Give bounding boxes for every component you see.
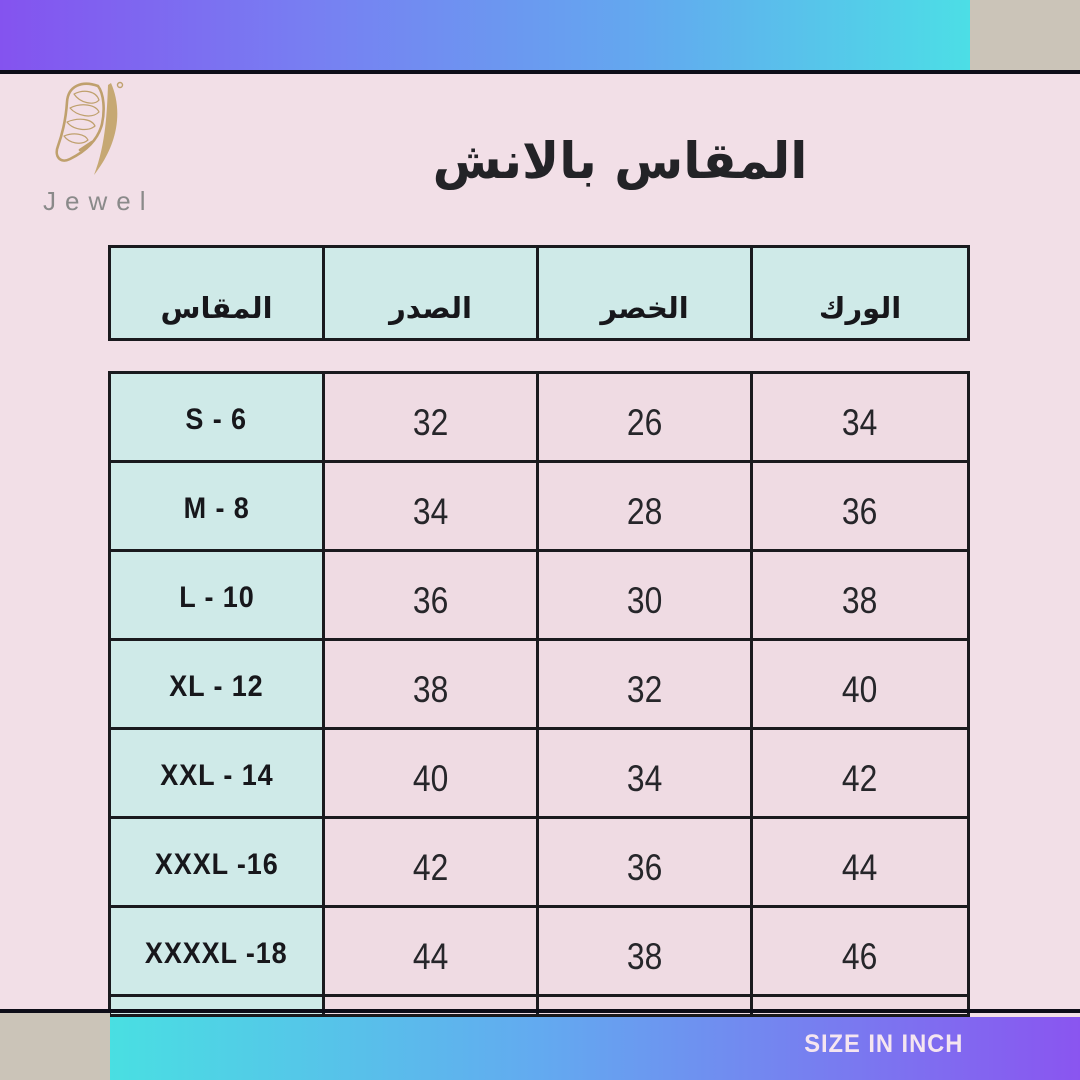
value-label: 34 — [626, 758, 663, 799]
value-cell: 38 — [325, 641, 539, 727]
value-label: 38 — [412, 669, 449, 710]
size-cell — [111, 997, 325, 1014]
value-cell: 36 — [325, 552, 539, 638]
value-label: 26 — [626, 402, 663, 443]
table-row-clipped — [111, 997, 967, 1014]
value-label: 32 — [412, 402, 449, 443]
footer-label: SIZE IN INCH — [804, 1030, 964, 1058]
size-cell: M - 8 — [111, 463, 325, 549]
bottom-divider-line — [0, 1009, 1080, 1013]
size-label: L - 10 — [178, 581, 255, 614]
value-cell: 40 — [753, 641, 967, 727]
size-cell: XXXXL -18 — [111, 908, 325, 994]
value-cell: 32 — [325, 374, 539, 460]
table-row: XXXXL -18 44 38 46 — [111, 908, 967, 997]
size-label: XXXL -16 — [154, 848, 279, 881]
top-divider-line — [0, 70, 1080, 74]
value-cell — [539, 997, 753, 1014]
size-label: XL - 12 — [169, 670, 264, 703]
bottom-gradient-bar: SIZE IN INCH — [110, 1017, 1080, 1080]
page-title: المقاس بالانش — [432, 132, 808, 190]
size-label: XXL - 14 — [159, 759, 274, 792]
size-table-body: S - 6 32 26 34 M - 8 34 28 36 L - 10 36 30 38 XL - 1… — [108, 371, 970, 1017]
table-row: S - 6 32 26 34 — [111, 374, 967, 463]
value-cell: 34 — [753, 374, 967, 460]
top-right-corner-block — [970, 0, 1080, 70]
value-cell: 32 — [539, 641, 753, 727]
value-label: 34 — [842, 402, 878, 443]
value-label: 44 — [842, 847, 878, 888]
value-label: 32 — [626, 669, 663, 710]
value-cell — [325, 997, 539, 1014]
value-label: 42 — [842, 758, 878, 799]
value-cell: 38 — [753, 552, 967, 638]
table-row: XL - 12 38 32 40 — [111, 641, 967, 730]
size-cell: S - 6 — [111, 374, 325, 460]
value-label: 40 — [412, 758, 449, 799]
size-label: XXXXL -18 — [145, 937, 288, 970]
bottom-left-corner-block — [0, 1013, 110, 1080]
column-header-hip: الورك — [818, 291, 902, 325]
value-label: 36 — [412, 580, 449, 621]
value-cell: 40 — [325, 730, 539, 816]
value-cell: 30 — [539, 552, 753, 638]
size-label: M - 8 — [183, 492, 250, 525]
top-gradient-bar — [0, 0, 970, 70]
size-label: S - 6 — [185, 403, 248, 436]
table-row: M - 8 34 28 36 — [111, 463, 967, 552]
value-label: 36 — [842, 491, 878, 532]
value-label: 30 — [626, 580, 663, 621]
table-row: XXL - 14 40 34 42 — [111, 730, 967, 819]
value-cell: 28 — [539, 463, 753, 549]
value-label: 28 — [626, 491, 663, 532]
value-cell: 34 — [539, 730, 753, 816]
value-label: 44 — [412, 936, 449, 977]
value-cell: 46 — [753, 908, 967, 994]
column-header-bust: الصدر — [325, 248, 539, 338]
brand-logo: Jewel — [34, 80, 148, 217]
value-cell: 42 — [325, 819, 539, 905]
value-label: 36 — [626, 847, 663, 888]
butterfly-wing-icon — [55, 81, 124, 175]
value-cell: 42 — [753, 730, 967, 816]
size-cell: XXXL -16 — [111, 819, 325, 905]
size-cell: L - 10 — [111, 552, 325, 638]
value-label: 38 — [842, 580, 878, 621]
size-cell: XXL - 14 — [111, 730, 325, 816]
value-cell: 44 — [753, 819, 967, 905]
table-row: L - 10 36 30 38 — [111, 552, 967, 641]
value-label: 40 — [842, 669, 878, 710]
value-label: 42 — [412, 847, 449, 888]
value-cell: 36 — [539, 819, 753, 905]
value-cell: 26 — [539, 374, 753, 460]
value-label: 38 — [626, 936, 663, 977]
size-cell: XL - 12 — [111, 641, 325, 727]
size-table-header: المقاس الصدر الخصر الورك — [108, 245, 970, 341]
brand-name: Jewel — [43, 186, 155, 216]
value-cell: 34 — [325, 463, 539, 549]
value-cell: 44 — [325, 908, 539, 994]
value-label: 34 — [412, 491, 449, 532]
table-row: XXXL -16 42 36 44 — [111, 819, 967, 908]
value-cell — [753, 997, 967, 1014]
column-header-size: المقاس — [111, 248, 325, 338]
value-label: 46 — [842, 936, 878, 977]
value-cell: 36 — [753, 463, 967, 549]
value-cell: 38 — [539, 908, 753, 994]
column-header-waist: الخصر — [539, 248, 753, 338]
